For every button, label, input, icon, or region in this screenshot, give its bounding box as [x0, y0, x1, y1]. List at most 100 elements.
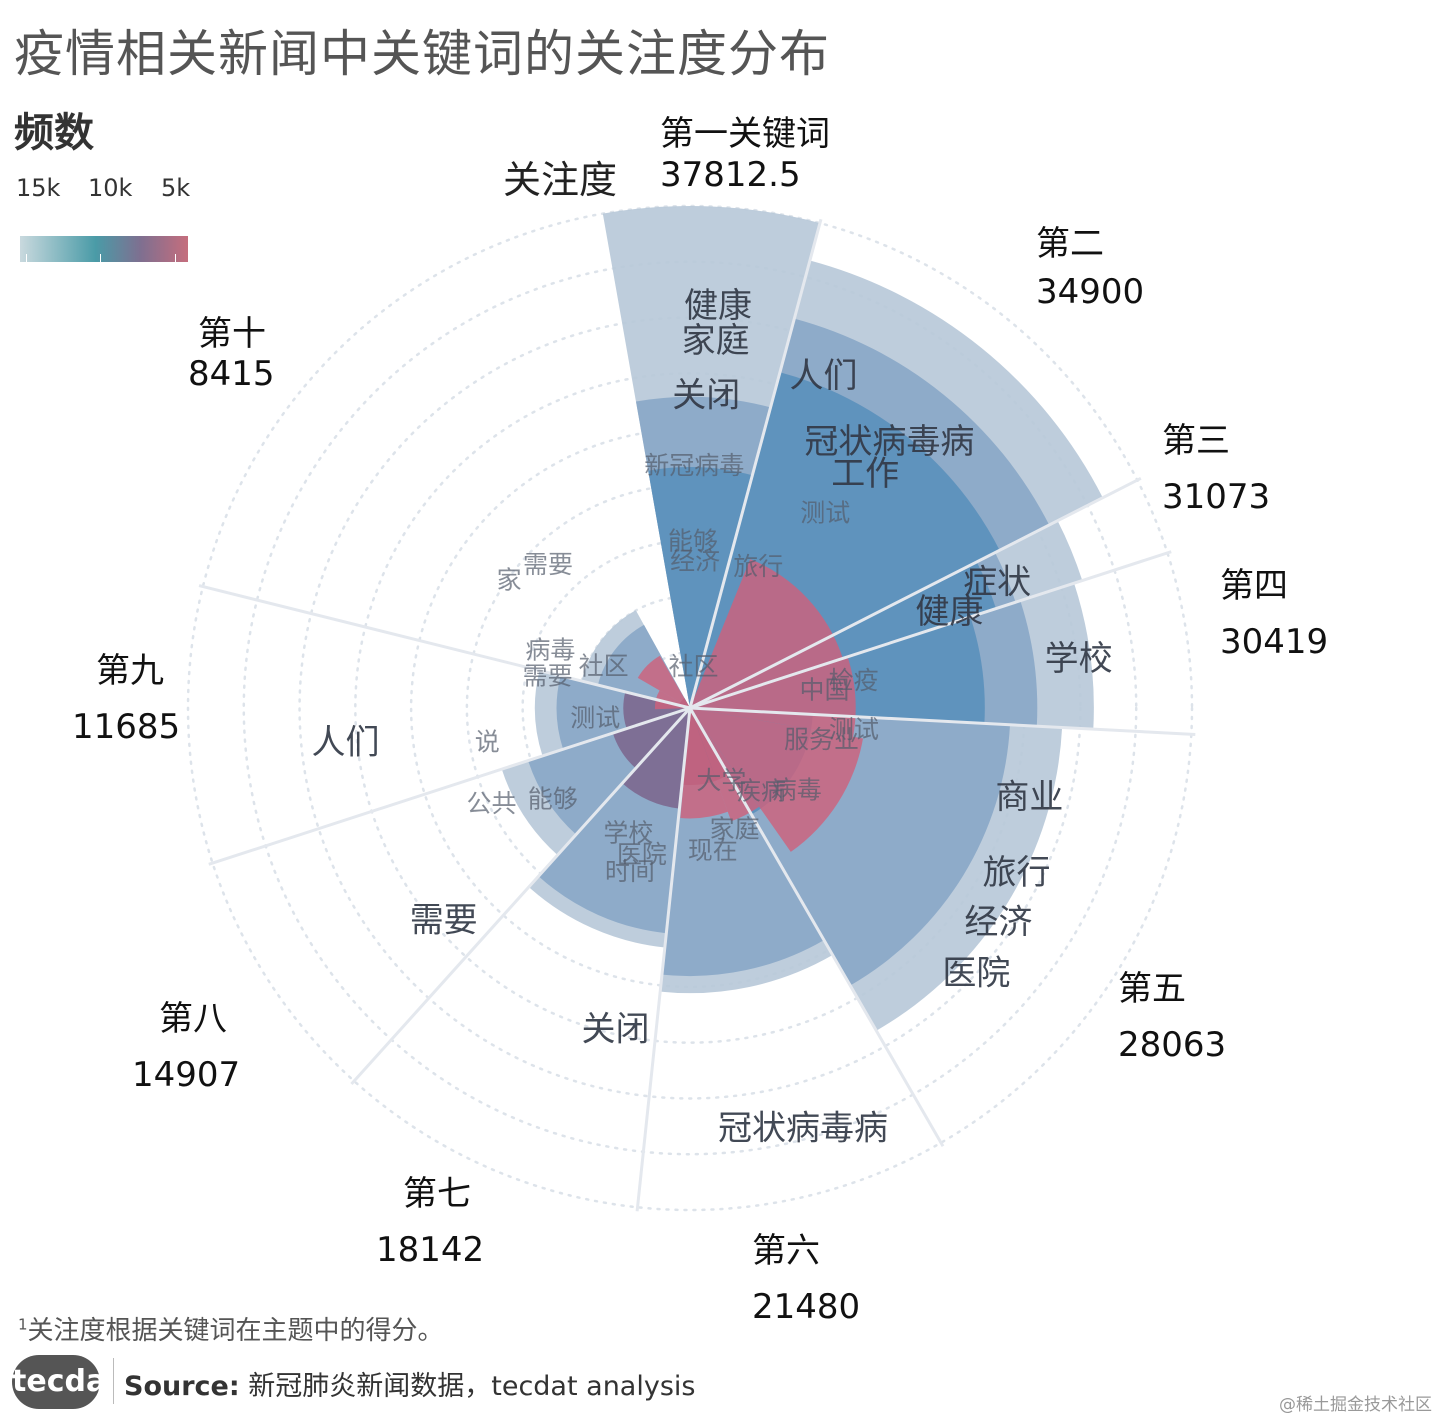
keyword-label: 健康	[684, 286, 752, 326]
logo-divider	[113, 1358, 114, 1404]
keyword-label: 需要	[523, 662, 573, 691]
keyword-label: 社区	[579, 652, 629, 681]
keyword-label: 家	[497, 565, 522, 594]
keyword-label: 新冠病毒	[644, 451, 744, 480]
keyword-label: 能够	[528, 785, 578, 814]
keyword-label: 学校	[1045, 639, 1113, 679]
bar-middle	[556, 675, 690, 750]
category-value: 30419	[1220, 622, 1328, 662]
keyword-label: 测试	[570, 704, 620, 733]
keyword-label: 病毒	[772, 775, 822, 804]
category-value: 8415	[188, 354, 275, 394]
keyword-label: 经济	[964, 903, 1032, 943]
bar-inner	[622, 708, 690, 809]
keyword-label: 医院	[942, 954, 1010, 994]
divider-line	[198, 584, 691, 710]
keyword-label: 大学	[696, 766, 746, 795]
chart-title: 疫情相关新闻中关键词的关注度分布	[14, 25, 830, 83]
source-label: Source:	[124, 1371, 240, 1402]
keyword-label: 社区	[668, 652, 718, 681]
category-label: 第三	[1162, 421, 1230, 461]
keyword-label: 冠状病毒病	[718, 1108, 888, 1148]
source-line: Source: 新冠肺炎新闻数据，tecdat analysis	[124, 1364, 695, 1403]
keyword-label: 经济	[670, 547, 720, 576]
bar-inner	[623, 691, 690, 729]
sector-1	[602, 205, 820, 709]
legend-title: 频数	[14, 110, 94, 156]
divider-line	[689, 550, 1172, 710]
keyword-label: 旅行	[733, 552, 783, 581]
category-label: 第二	[1036, 224, 1104, 264]
keyword-label: 商业	[995, 777, 1063, 817]
bar-inner	[612, 708, 690, 769]
footnote: 1关注度根据关键词在主题中的得分。	[18, 1310, 444, 1347]
keyword-label: 能够	[668, 526, 718, 555]
legend-tick-15k: 15k	[16, 174, 61, 202]
sector-7	[528, 708, 690, 948]
grid-ring	[186, 204, 1194, 1212]
category-value: 14907	[132, 1055, 240, 1095]
keyword-label: 学校	[603, 818, 653, 847]
keyword-label: 人们	[312, 723, 380, 763]
divider-line	[689, 476, 1142, 710]
sector-9	[534, 670, 690, 756]
footnote-mark: 1	[18, 1315, 28, 1334]
category-value: 18142	[376, 1230, 484, 1270]
legend-color-bar	[20, 236, 188, 262]
tecdat-logo: tecdat	[12, 1355, 121, 1409]
keyword-label: 需要	[523, 550, 573, 579]
keyword-label: 时间	[605, 857, 655, 886]
grid-ring	[242, 260, 1138, 1156]
core-wedge	[690, 656, 856, 737]
keyword-label: 疾病	[736, 777, 786, 806]
keyword-label: 说	[475, 728, 500, 757]
keyword-label: 医院	[617, 840, 667, 869]
sector-8	[501, 708, 690, 856]
category-label: 第六	[752, 1231, 820, 1271]
core-wedge	[637, 655, 690, 708]
divider-line	[208, 706, 691, 866]
keyword-label: 检疫	[829, 666, 879, 695]
keyword-label: 测试	[829, 715, 879, 744]
keyword-label: 公共	[466, 789, 516, 818]
keyword-label: 家庭	[682, 321, 750, 361]
legend-ticks: 15k 10k 5k	[14, 174, 214, 206]
keyword-label: 家庭	[710, 815, 760, 844]
legend-tick-5k: 5k	[161, 174, 191, 202]
category-label: 第八	[159, 999, 227, 1039]
keyword-label: 关闭	[582, 1009, 650, 1049]
category-label: 第九	[96, 651, 164, 691]
keyword-label: 服务业	[784, 725, 859, 754]
axis-label: 关注度	[503, 158, 617, 202]
category-value: 21480	[752, 1287, 860, 1327]
footnote-text: 关注度根据关键词在主题中的得分。	[27, 1316, 444, 1346]
sector-dividers	[198, 218, 1196, 1212]
divider-line	[689, 706, 1196, 736]
keyword-label: 病毒	[525, 636, 575, 665]
legend-tick-10k: 10k	[88, 174, 133, 202]
keyword-label: 关闭	[672, 376, 740, 416]
category-value: 37812.5	[660, 155, 801, 195]
keyword-label: 冠状病毒病	[804, 422, 974, 462]
divider-line	[688, 707, 945, 1147]
category-label: 第五	[1118, 969, 1186, 1009]
keyword-label: 现在	[688, 836, 738, 865]
divider-line	[350, 706, 692, 1086]
category-value: 28063	[1118, 1025, 1226, 1065]
core-wedge	[680, 708, 728, 819]
keyword-label: 健康	[915, 592, 983, 632]
divider-line	[688, 218, 823, 709]
keyword-label: 测试	[800, 499, 850, 528]
category-label: 第七	[403, 1174, 471, 1214]
category-label: 第四	[1220, 566, 1288, 606]
keyword-label: 需要	[410, 901, 478, 941]
bar-inner	[648, 467, 753, 708]
keyword-label: 工作	[831, 454, 899, 494]
core-wedge	[690, 708, 863, 852]
watermark: @稀土掘金技术社区	[1279, 1395, 1432, 1415]
category-value: 31073	[1162, 477, 1270, 517]
divider-line	[635, 707, 692, 1212]
source-text: 新冠肺炎新闻数据，tecdat analysis	[248, 1371, 696, 1402]
